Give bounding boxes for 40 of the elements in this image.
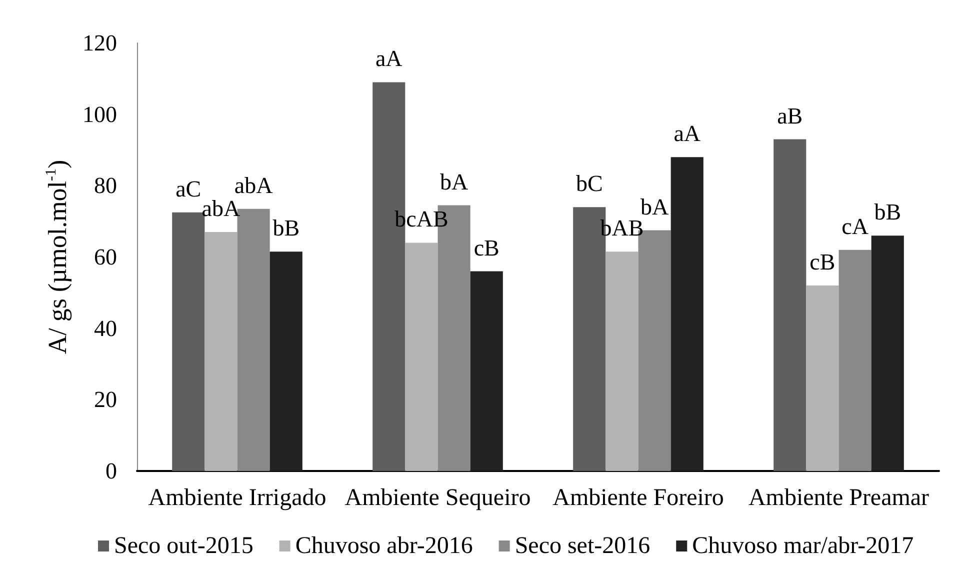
y-tick-label: 60: [94, 244, 117, 270]
x-tick-label: Ambiente Preamar: [748, 485, 930, 511]
bar: [606, 252, 638, 471]
y-tick-label: 100: [82, 102, 117, 127]
legend-label: Seco out-2015: [114, 533, 254, 559]
data-label: bA: [440, 169, 468, 194]
x-tick-label: Ambiente Foreiro: [552, 485, 724, 511]
data-label: aA: [674, 121, 701, 146]
x-tick-label: Ambiente Irrigado: [148, 485, 326, 511]
x-tick-label: Ambiente Sequeiro: [344, 485, 531, 511]
bar: [670, 157, 704, 471]
data-label: abA: [202, 196, 241, 222]
bar: [204, 232, 238, 471]
y-tick-label: 20: [94, 387, 117, 412]
y-tick-label: 80: [94, 173, 117, 198]
data-label: aC: [176, 176, 202, 202]
data-label: cB: [810, 250, 836, 275]
legend-label: Chuvoso abr-2016: [295, 533, 473, 559]
legend-label: Chuvoso mar/abr-2017: [692, 533, 914, 559]
data-label: aA: [375, 46, 403, 72]
data-label: bC: [576, 171, 603, 196]
bar: [871, 236, 904, 471]
bar: [470, 271, 503, 471]
data-label: cB: [474, 235, 500, 260]
data-label: cA: [842, 214, 869, 239]
bar: [838, 250, 872, 471]
y-tick-label: 0: [106, 458, 117, 484]
data-label: bB: [874, 200, 902, 225]
y-axis-title: A/ gs (µmol.mol-1): [43, 160, 72, 354]
legend-label: Seco set-2016: [514, 533, 650, 559]
bar: [806, 286, 839, 471]
bar: [270, 252, 302, 471]
bar: [774, 139, 806, 471]
data-label: bA: [640, 194, 669, 220]
y-tick-label: 40: [94, 316, 117, 341]
y-tick-label: 120: [82, 30, 117, 56]
bar: [405, 242, 438, 471]
data-label: abA: [234, 172, 274, 198]
data-label: bB: [272, 216, 300, 241]
data-label: aB: [777, 103, 803, 128]
